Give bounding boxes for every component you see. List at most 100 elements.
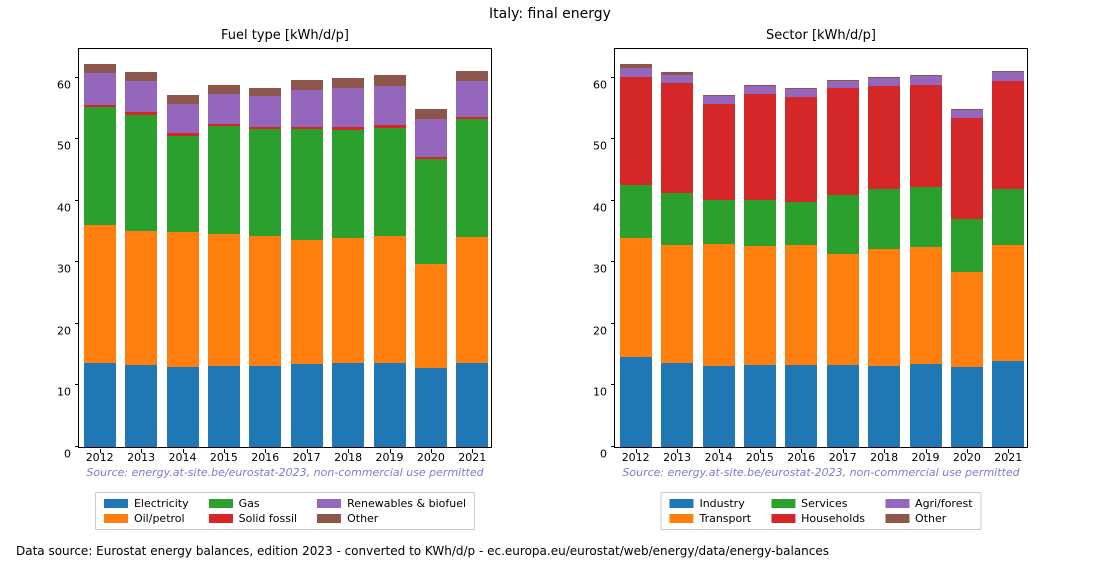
bar-segment — [374, 128, 406, 236]
xtick-mark — [843, 449, 844, 453]
legend-swatch — [209, 514, 233, 523]
bar-segment — [744, 200, 776, 246]
bar-segment — [249, 366, 281, 447]
bar-segment — [951, 367, 983, 447]
bar-segment — [951, 272, 983, 367]
bar-segment — [332, 363, 364, 447]
legend-label: Renewables & biofuel — [347, 497, 466, 510]
xtick-mark — [801, 449, 802, 453]
bar-segment — [951, 118, 983, 220]
bar-segment — [332, 78, 364, 88]
panel-fuel-plot: 0102030405060 20122013201420152016201720… — [78, 48, 492, 448]
bar-segment — [992, 71, 1024, 72]
legend-swatch — [885, 499, 909, 508]
bar-segment — [951, 219, 983, 272]
bar-segment — [785, 245, 817, 364]
bar-area — [615, 49, 1027, 447]
bar-segment — [167, 95, 199, 104]
legend-item: Transport — [669, 512, 751, 525]
ytick-mark — [611, 384, 615, 385]
bar-segment — [415, 157, 447, 159]
bar-segment — [208, 85, 240, 94]
bar-segment — [291, 129, 323, 239]
bar-segment — [910, 75, 942, 76]
legend-sector: IndustryTransportServicesHouseholdsAgri/… — [660, 492, 981, 530]
bar-segment — [415, 159, 447, 264]
bar-segment — [910, 364, 942, 447]
bar-segment — [868, 249, 900, 365]
legend-fuel: ElectricityOil/petrolGasSolid fossilRene… — [95, 492, 475, 530]
xtick-mark — [926, 449, 927, 453]
bar-segment — [456, 71, 488, 81]
xtick-mark — [760, 449, 761, 453]
bar-segment — [661, 72, 693, 75]
xtick-mark — [677, 449, 678, 453]
ytick-label: 50 — [57, 140, 71, 153]
bar-segment — [332, 88, 364, 127]
ytick-mark — [611, 77, 615, 78]
bar-segment — [992, 81, 1024, 189]
bar-segment — [703, 244, 735, 366]
legend-label: Other — [915, 512, 946, 525]
xtick-mark — [348, 449, 349, 453]
xtick-mark — [472, 449, 473, 453]
panel-sector-plot: 0102030405060 20122013201420152016201720… — [614, 48, 1028, 448]
legend-swatch — [771, 514, 795, 523]
bar-segment — [249, 96, 281, 127]
bar-segment — [125, 115, 157, 231]
bar-segment — [703, 366, 735, 447]
bar-segment — [992, 189, 1024, 246]
xtick-mark — [307, 449, 308, 453]
legend-swatch — [209, 499, 233, 508]
legend-label: Other — [347, 512, 378, 525]
bar-segment — [84, 107, 116, 225]
legend-swatch — [885, 514, 909, 523]
bar-segment — [868, 77, 900, 78]
bar-segment — [951, 109, 983, 110]
footer-source: Data source: Eurostat energy balances, e… — [16, 544, 829, 558]
xtick-mark — [1008, 449, 1009, 453]
bar-segment — [868, 78, 900, 85]
bar-segment — [620, 68, 652, 77]
bar-segment — [661, 193, 693, 245]
bar-segment — [827, 80, 859, 81]
legend-swatch — [669, 499, 693, 508]
bar-segment — [661, 83, 693, 193]
bar-segment — [827, 81, 859, 88]
legend-label: Households — [801, 512, 865, 525]
legend-label: Electricity — [134, 497, 189, 510]
bar-segment — [291, 90, 323, 127]
ytick-mark — [75, 138, 79, 139]
bar-segment — [208, 126, 240, 234]
source-note: Source: energy.at-site.be/eurostat-2023,… — [78, 466, 492, 479]
bar-segment — [332, 130, 364, 238]
bar-segment — [374, 75, 406, 85]
bar-segment — [785, 365, 817, 447]
legend-label: Gas — [239, 497, 260, 510]
panel-fuel: Fuel type [kWh/d/p] 0102030405060 201220… — [78, 48, 492, 448]
legend-item: Solid fossil — [209, 512, 297, 525]
bar-segment — [456, 119, 488, 237]
bar-segment — [620, 238, 652, 357]
bar-segment — [744, 365, 776, 447]
bar-segment — [992, 245, 1024, 361]
bar-area — [79, 49, 491, 447]
legend-swatch — [771, 499, 795, 508]
ytick-label: 30 — [593, 263, 607, 276]
ytick-label: 60 — [57, 78, 71, 91]
bar-segment — [992, 361, 1024, 447]
xtick-mark — [100, 449, 101, 453]
bar-segment — [910, 85, 942, 188]
bar-segment — [785, 97, 817, 202]
bar-segment — [456, 237, 488, 364]
xtick-mark — [141, 449, 142, 453]
ytick-mark — [611, 446, 615, 447]
ytick-mark — [611, 323, 615, 324]
legend-item: Gas — [209, 497, 297, 510]
xtick-mark — [183, 449, 184, 453]
bar-segment — [208, 94, 240, 124]
legend-swatch — [104, 499, 128, 508]
bar-segment — [910, 76, 942, 85]
ytick-label: 30 — [57, 263, 71, 276]
bar-segment — [84, 73, 116, 105]
